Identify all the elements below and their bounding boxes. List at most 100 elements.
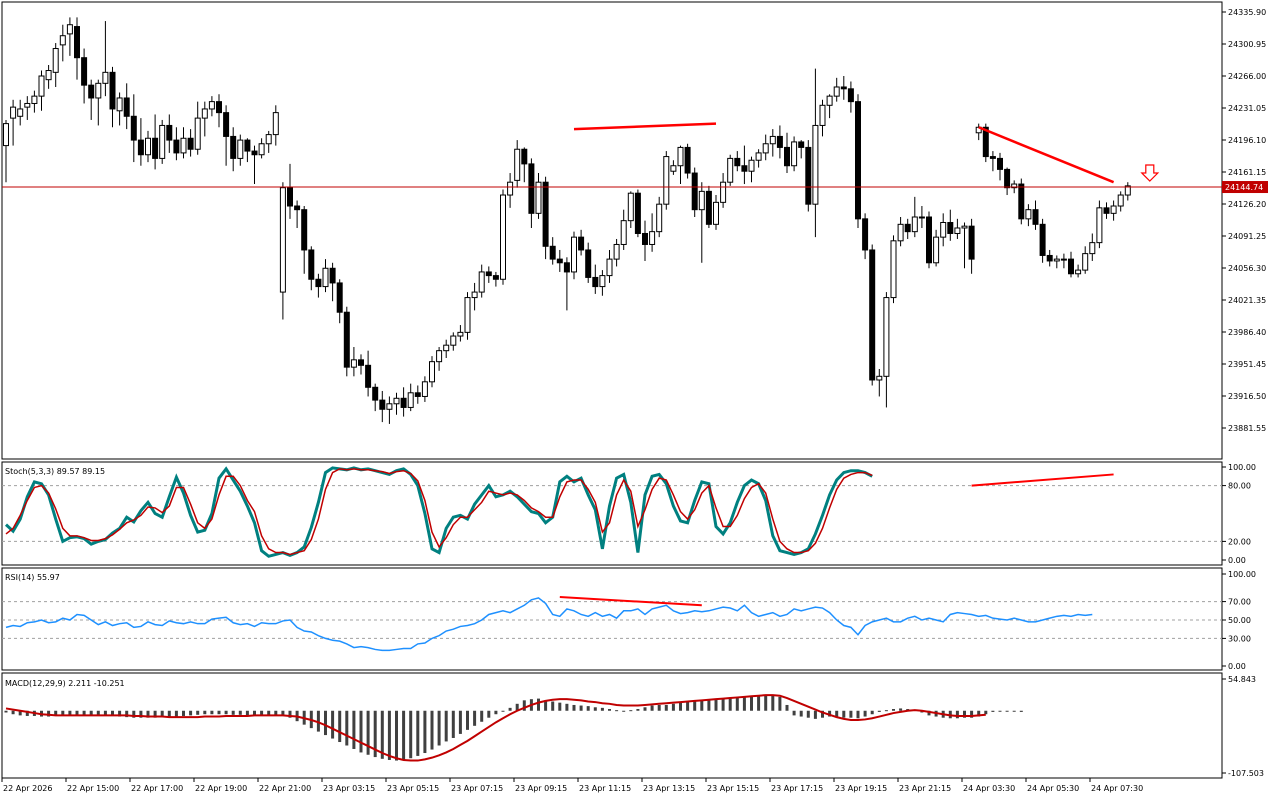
- macd-histogram-bar: [61, 710, 65, 716]
- macd-histogram-bar: [842, 710, 846, 718]
- candle: [159, 124, 166, 159]
- candle: [734, 157, 741, 167]
- macd-histogram-bar: [742, 696, 746, 711]
- macd-histogram-bar: [501, 710, 505, 712]
- candle: [1025, 209, 1032, 220]
- candle: [989, 156, 996, 159]
- macd-histogram-bar: [721, 698, 725, 711]
- candle: [66, 24, 73, 35]
- macd-panel-frame: [1, 672, 1223, 779]
- candle: [748, 159, 755, 172]
- macd-histogram-bar: [238, 710, 242, 715]
- macd-histogram-bar: [54, 710, 58, 716]
- macd-histogram-bar: [828, 710, 832, 717]
- candle: [727, 157, 734, 183]
- macd-histogram-bar: [437, 710, 441, 746]
- candle: [670, 165, 677, 172]
- time-tick-label: 24 Apr 05:30: [1027, 784, 1079, 793]
- macd-histogram-bar: [196, 710, 200, 715]
- candle: [542, 181, 549, 247]
- candle: [521, 148, 528, 165]
- candle: [755, 152, 762, 161]
- price-panel-frame: [1, 1, 1223, 460]
- macd-histogram-bar: [586, 706, 590, 711]
- candle: [897, 223, 904, 242]
- stochastic-label: Stoch(5,3,3) 89.57 89.15: [5, 467, 105, 476]
- candle: [826, 95, 833, 106]
- time-tick-label: 23 Apr 13:15: [643, 784, 695, 793]
- candle: [251, 150, 258, 156]
- candle: [833, 86, 840, 97]
- candle: [145, 137, 151, 156]
- macd-histogram-bar: [870, 710, 874, 715]
- candle: [975, 126, 982, 134]
- indicator-tick-label: 0.00: [1228, 662, 1246, 671]
- macd-histogram-bar: [288, 710, 292, 718]
- macd-histogram-bar: [487, 710, 491, 718]
- macd-histogram-bar: [821, 710, 824, 718]
- macd-histogram-bar: [338, 710, 342, 743]
- candle: [1075, 269, 1082, 275]
- candle: [613, 243, 620, 260]
- candle: [237, 139, 244, 159]
- macd-histogram-bar: [707, 699, 711, 711]
- price-tick-label: 24091.25: [1228, 232, 1266, 241]
- candle: [407, 392, 414, 408]
- candle: [933, 236, 940, 264]
- indicator-tick-label: 30.00: [1228, 634, 1251, 643]
- macd-histogram-bar: [991, 710, 995, 712]
- macd-histogram-bar: [253, 710, 256, 716]
- price-panel[interactable]: 24335.90 24300.95 24266.00 24231.05 24196.10…: [2, 8, 1268, 433]
- candle: [492, 275, 499, 280]
- candle: [862, 218, 869, 251]
- macd-histogram-bar: [125, 710, 129, 718]
- macd-histogram-bar: [608, 709, 611, 711]
- candle: [223, 112, 230, 137]
- candle: [17, 108, 24, 117]
- candle: [684, 146, 691, 174]
- indicator-tick-label: 80.00: [1228, 482, 1251, 491]
- macd-histogram-bar: [657, 704, 661, 711]
- stochastic-k-line: [4, 466, 873, 558]
- candle: [1103, 207, 1110, 214]
- candle: [372, 386, 379, 401]
- macd-histogram-bar: [118, 710, 122, 717]
- candle: [819, 104, 826, 126]
- macd-histogram-bar: [806, 710, 810, 718]
- macd-panel[interactable]: 54.843 -107.503: [4, 675, 1264, 778]
- rsi-panel[interactable]: 100.00 70.00 50.00 30.00 0.00: [2, 570, 1256, 671]
- macd-histogram-bar: [622, 710, 626, 712]
- candle: [287, 187, 293, 207]
- macd-histogram-bar: [856, 710, 860, 719]
- candle: [471, 291, 478, 299]
- candle: [1046, 254, 1053, 262]
- macd-histogram-bar: [480, 710, 484, 722]
- macd-histogram-bar: [245, 710, 249, 716]
- macd-histogram-bar: [629, 710, 633, 712]
- candle: [1018, 183, 1025, 220]
- price-tick-label: 24300.95: [1228, 40, 1266, 49]
- macd-histogram-bar: [132, 710, 136, 718]
- macd-histogram-bar: [863, 710, 867, 717]
- macd-histogram-bar: [11, 710, 15, 715]
- candle: [230, 135, 237, 159]
- candle: [216, 101, 222, 114]
- macd-histogram-bar: [636, 709, 640, 711]
- stochastic-panel[interactable]: 100.00 80.00 20.00 0.00: [2, 463, 1256, 565]
- candle: [911, 216, 918, 233]
- macd-tick-label: -107.503: [1228, 769, 1264, 778]
- macd-histogram-bar: [103, 710, 107, 716]
- macd-histogram-bar: [565, 703, 569, 711]
- candle: [705, 190, 712, 225]
- candle: [258, 143, 265, 156]
- macd-histogram-bar: [409, 710, 413, 759]
- macd-histogram-bar: [735, 697, 739, 711]
- candle: [3, 123, 9, 147]
- candle: [507, 181, 514, 196]
- candle: [294, 205, 301, 211]
- price-tick-label: 24021.35: [1228, 296, 1266, 305]
- candle: [102, 71, 109, 84]
- macd-histogram-bar: [444, 710, 448, 742]
- macd-histogram-bar: [899, 708, 903, 711]
